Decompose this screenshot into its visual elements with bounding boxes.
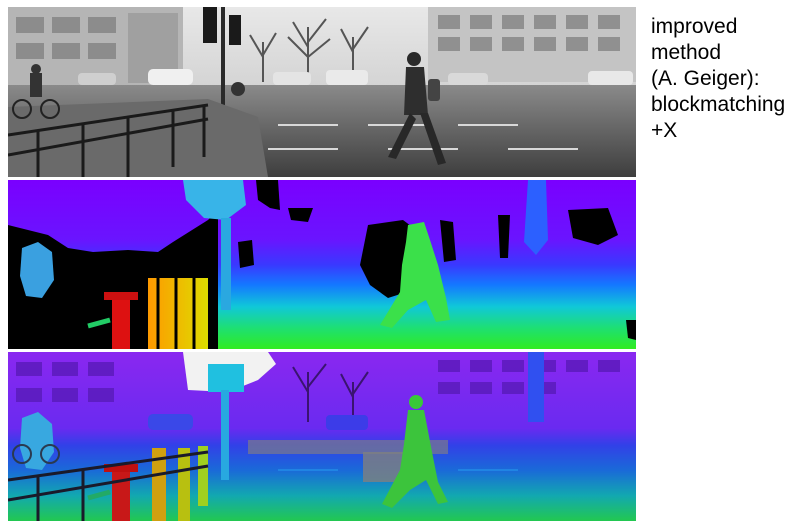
disparity-map-blockmatching — [8, 180, 636, 349]
caption-line: +X — [651, 119, 678, 142]
caption-line: blockmatching — [651, 93, 786, 116]
caption-line: (A. Geiger): — [651, 67, 760, 90]
method-caption: improved method (A. Geiger): blockmatchi… — [651, 14, 807, 144]
caption-line: improved — [651, 15, 738, 38]
disparity-overlay-image — [8, 352, 636, 521]
input-grayscale-image — [8, 7, 636, 177]
caption-line: method — [651, 41, 722, 64]
